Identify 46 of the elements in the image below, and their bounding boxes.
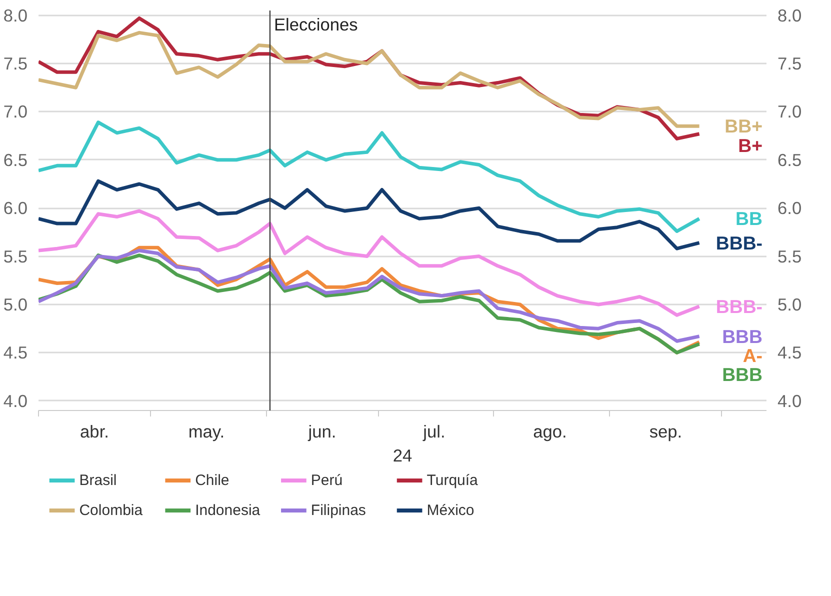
legend-label: Perú	[310, 472, 343, 489]
y-tick-label: 6.5	[3, 150, 28, 170]
annotation: BBB-	[716, 232, 763, 254]
x-tick-label: jun.	[307, 422, 336, 442]
y-tick-label: 4.0	[3, 390, 28, 411]
legend-label: Turquía	[426, 472, 479, 489]
legend-label: Colombia	[79, 502, 144, 519]
line-series	[38, 209, 702, 317]
legend-label: Chile	[195, 472, 230, 489]
y-tick-label: 5.5	[3, 246, 28, 266]
annotation: BBB	[722, 364, 763, 386]
x-tick-label: may.	[188, 422, 225, 442]
annotation: B+	[738, 134, 763, 156]
x-tick-label: ago.	[533, 422, 567, 442]
y2-tick-label: 5.5	[778, 246, 802, 266]
y-tick-label: 7.5	[3, 54, 28, 74]
x-tick-label: abr.	[80, 422, 109, 442]
y2-tick-label: 5.0	[778, 294, 802, 314]
legend-label: Brasil	[79, 472, 117, 489]
y2-tick-label: 7.5	[778, 54, 802, 74]
line-series	[38, 179, 702, 250]
y2-tick-label: 6.0	[778, 198, 802, 218]
y-tick-label: 4.5	[3, 342, 28, 363]
annotation: A-	[742, 344, 762, 366]
legend-label: Indonesia	[195, 502, 261, 519]
y2-tick-label: 4.5	[778, 342, 802, 363]
annotation: BB+	[724, 116, 763, 137]
ref-line-label: Elecciones	[274, 14, 358, 34]
x-tick-label: sep.	[649, 422, 682, 442]
x-axis-title: 24	[392, 446, 412, 466]
annotation: BBB-	[716, 296, 763, 317]
legend-label: México	[426, 502, 474, 519]
y-tick-label: 5.0	[3, 294, 28, 314]
y2-tick-label: 6.5	[778, 150, 802, 170]
line-series	[38, 30, 702, 128]
y2-tick-label: 4.0	[778, 390, 802, 411]
annotation: BB	[736, 208, 763, 230]
y-tick-label: 7.0	[3, 102, 28, 122]
y2-tick-label: 7.0	[778, 102, 802, 122]
x-tick-label: jul.	[422, 422, 446, 442]
y2-tick-label: 8.0	[778, 5, 802, 26]
y-tick-label: 8.0	[3, 5, 28, 26]
annotation: BBB	[722, 326, 763, 347]
y-tick-label: 6.0	[3, 198, 28, 218]
legend-label: Filipinas	[310, 502, 366, 519]
line-series	[38, 120, 702, 233]
